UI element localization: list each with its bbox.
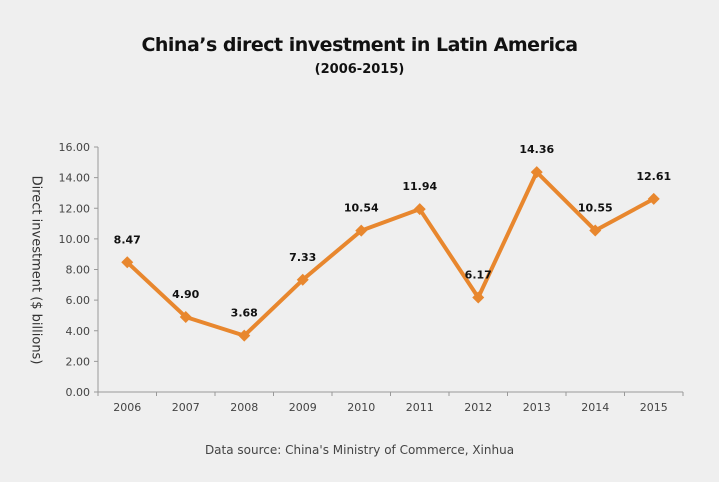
data-point-marker — [355, 224, 368, 237]
data-point-marker — [413, 203, 426, 216]
x-tick-label: 2014 — [581, 401, 609, 414]
data-point-marker — [179, 310, 192, 323]
data-label: 10.54 — [344, 202, 379, 215]
data-point-marker — [296, 273, 309, 286]
data-label: 6.17 — [465, 269, 492, 282]
y-tick-label: 10.00 — [59, 233, 91, 246]
y-tick-label: 0.00 — [66, 386, 91, 399]
data-label: 12.61 — [636, 170, 671, 183]
data-label: 11.94 — [402, 180, 437, 193]
x-tick-label: 2006 — [113, 401, 141, 414]
x-tick-label: 2011 — [406, 401, 434, 414]
data-point-marker — [238, 329, 251, 342]
y-tick-label: 6.00 — [66, 294, 91, 307]
x-tick-label: 2013 — [523, 401, 551, 414]
y-tick-label: 12.00 — [59, 202, 91, 215]
data-point-marker — [589, 224, 602, 237]
data-point-marker — [647, 192, 660, 205]
x-tick-label: 2010 — [347, 401, 375, 414]
y-tick-label: 2.00 — [66, 355, 91, 368]
data-point-marker — [121, 256, 134, 269]
data-label: 14.36 — [519, 143, 554, 156]
x-tick-label: 2012 — [464, 401, 492, 414]
x-tick-label: 2015 — [640, 401, 668, 414]
x-tick-label: 2008 — [230, 401, 258, 414]
data-point-marker — [530, 166, 543, 179]
data-label: 10.55 — [578, 201, 613, 214]
data-label: 8.47 — [114, 233, 141, 246]
data-label: 4.90 — [172, 288, 199, 301]
data-source: Data source: China's Ministry of Commerc… — [204, 443, 515, 457]
y-tick-label: 16.00 — [59, 141, 91, 154]
x-tick-label: 2009 — [289, 401, 317, 414]
chart-title: China’s direct investment in Latin Ameri… — [141, 34, 578, 56]
data-label: 3.68 — [231, 307, 258, 320]
data-point-marker — [472, 291, 485, 304]
y-tick-label: 4.00 — [66, 325, 91, 338]
y-tick-label: 8.00 — [66, 264, 91, 277]
y-tick-label: 14.00 — [59, 172, 91, 185]
series-line — [125, 170, 655, 338]
data-label: 7.33 — [289, 251, 316, 264]
chart-subtitle: (2006-2015) — [314, 62, 405, 77]
x-tick-label: 2007 — [172, 401, 200, 414]
